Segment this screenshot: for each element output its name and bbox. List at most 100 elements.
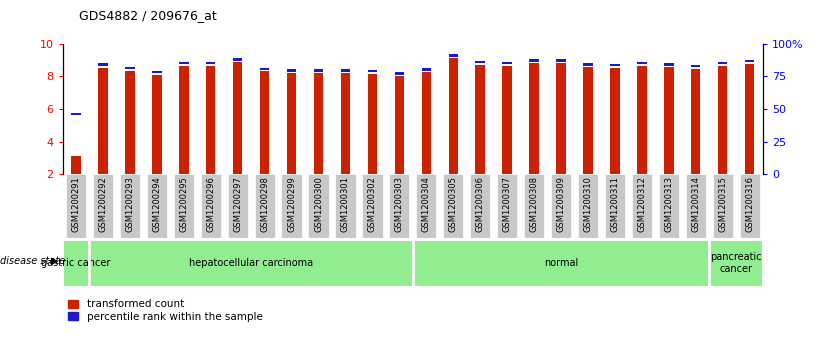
Text: normal: normal <box>544 258 578 268</box>
Bar <box>745 64 754 174</box>
Text: GSM1200298: GSM1200298 <box>260 176 269 232</box>
Text: GSM1200293: GSM1200293 <box>125 176 134 232</box>
Bar <box>260 68 269 70</box>
FancyBboxPatch shape <box>416 174 436 238</box>
Bar <box>341 69 350 72</box>
Text: disease state: disease state <box>0 256 68 266</box>
FancyBboxPatch shape <box>228 174 248 238</box>
FancyBboxPatch shape <box>497 174 517 238</box>
Bar <box>152 76 162 174</box>
FancyBboxPatch shape <box>309 174 329 238</box>
Bar <box>98 68 108 174</box>
Text: GSM1200294: GSM1200294 <box>153 176 161 232</box>
FancyBboxPatch shape <box>470 174 490 238</box>
Text: GSM1200309: GSM1200309 <box>556 176 565 232</box>
Bar <box>125 67 134 69</box>
Bar <box>260 72 269 174</box>
FancyBboxPatch shape <box>89 240 413 287</box>
Bar <box>314 73 324 174</box>
Text: GSM1200311: GSM1200311 <box>610 176 620 232</box>
Legend: transformed count, percentile rank within the sample: transformed count, percentile rank withi… <box>68 299 263 322</box>
Text: GSM1200310: GSM1200310 <box>584 176 592 232</box>
Text: GSM1200308: GSM1200308 <box>530 176 539 232</box>
Bar <box>71 156 81 174</box>
Bar <box>745 60 754 62</box>
Text: GSM1200307: GSM1200307 <box>503 176 511 232</box>
FancyBboxPatch shape <box>605 174 625 238</box>
Bar <box>421 72 431 174</box>
FancyBboxPatch shape <box>524 174 545 238</box>
Bar <box>206 62 215 65</box>
FancyBboxPatch shape <box>712 174 733 238</box>
FancyBboxPatch shape <box>413 240 709 287</box>
Text: GSM1200295: GSM1200295 <box>179 176 188 232</box>
Text: GSM1200303: GSM1200303 <box>394 176 404 232</box>
Bar <box>341 73 350 174</box>
Text: GSM1200305: GSM1200305 <box>449 176 458 232</box>
FancyBboxPatch shape <box>362 174 383 238</box>
Bar <box>394 76 404 174</box>
Text: ▶: ▶ <box>51 256 58 266</box>
FancyBboxPatch shape <box>389 174 409 238</box>
Bar <box>394 72 404 75</box>
Text: GSM1200291: GSM1200291 <box>72 176 81 232</box>
FancyBboxPatch shape <box>282 174 302 238</box>
Bar <box>691 69 701 174</box>
Bar <box>368 74 377 174</box>
Bar <box>449 54 458 57</box>
Bar <box>664 64 674 66</box>
Text: GSM1200301: GSM1200301 <box>341 176 350 232</box>
Bar <box>233 62 243 174</box>
Bar <box>637 66 646 174</box>
Bar <box>530 63 539 174</box>
Bar <box>664 67 674 174</box>
Text: GSM1200297: GSM1200297 <box>234 176 242 232</box>
Text: GSM1200304: GSM1200304 <box>422 176 431 232</box>
Bar <box>71 113 81 115</box>
Bar <box>206 66 215 174</box>
Bar <box>287 69 296 72</box>
FancyBboxPatch shape <box>201 174 221 238</box>
Bar <box>179 66 188 174</box>
Text: GSM1200314: GSM1200314 <box>691 176 701 232</box>
Text: GSM1200299: GSM1200299 <box>287 176 296 232</box>
FancyBboxPatch shape <box>93 174 113 238</box>
Bar <box>98 63 108 66</box>
Bar <box>530 60 539 62</box>
Bar <box>449 58 458 174</box>
Text: GSM1200315: GSM1200315 <box>718 176 727 232</box>
Text: GSM1200306: GSM1200306 <box>475 176 485 232</box>
Bar <box>583 63 593 66</box>
Bar <box>368 70 377 73</box>
Bar <box>125 70 134 174</box>
Text: GDS4882 / 209676_at: GDS4882 / 209676_at <box>79 9 217 22</box>
FancyBboxPatch shape <box>551 174 571 238</box>
Bar <box>421 68 431 70</box>
FancyBboxPatch shape <box>709 240 763 287</box>
FancyBboxPatch shape <box>254 174 274 238</box>
Text: GSM1200302: GSM1200302 <box>368 176 377 232</box>
Text: GSM1200292: GSM1200292 <box>98 176 108 232</box>
Bar <box>718 66 727 174</box>
Text: GSM1200312: GSM1200312 <box>637 176 646 232</box>
Text: GSM1200316: GSM1200316 <box>745 176 754 232</box>
Bar <box>179 62 188 65</box>
Bar <box>475 65 485 174</box>
Bar <box>691 65 701 67</box>
FancyBboxPatch shape <box>632 174 652 238</box>
Bar <box>637 62 646 64</box>
Bar <box>610 68 620 174</box>
Bar <box>556 60 565 62</box>
Bar <box>314 69 324 72</box>
Bar <box>475 61 485 64</box>
FancyBboxPatch shape <box>147 174 167 238</box>
Bar <box>502 62 512 64</box>
Text: GSM1200313: GSM1200313 <box>665 176 673 232</box>
Bar <box>287 73 296 174</box>
Bar <box>583 67 593 174</box>
Bar <box>610 64 620 66</box>
Bar <box>233 58 243 61</box>
FancyBboxPatch shape <box>173 174 193 238</box>
FancyBboxPatch shape <box>335 174 355 238</box>
FancyBboxPatch shape <box>443 174 464 238</box>
